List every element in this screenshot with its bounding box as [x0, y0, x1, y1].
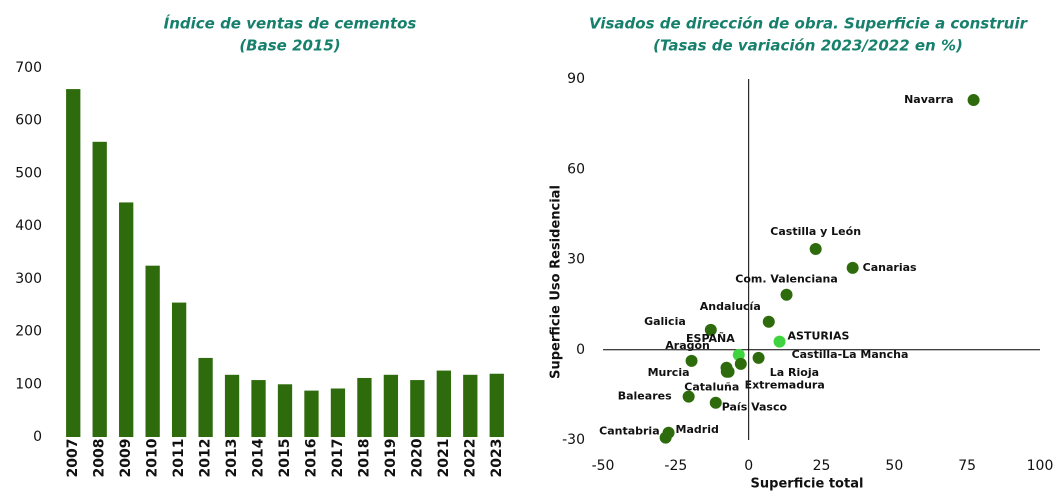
y-tick-label: 300 [15, 271, 42, 287]
point [734, 357, 747, 370]
x-tick-label: 2017 [330, 439, 346, 478]
bar [383, 374, 399, 437]
point-label: Cantabria [599, 425, 660, 438]
point [685, 354, 698, 367]
x-tick-label: 0 [744, 458, 753, 474]
y-axis-title: Superficie Uso Residencial [549, 185, 564, 379]
y-tick-label: 0 [33, 429, 42, 445]
x-tick-label: 2015 [277, 439, 293, 478]
x-tick-label: 2014 [251, 438, 267, 477]
point [780, 288, 793, 301]
y-tick-label: 500 [15, 165, 42, 181]
x-tick-label: -25 [664, 458, 687, 474]
chart-title: Índice de ventas de cementos [164, 14, 417, 33]
x-tick-label: 25 [813, 458, 831, 474]
x-tick-label: 2023 [489, 439, 505, 478]
point-label: Baleares [618, 390, 672, 403]
y-tick-label: 200 [15, 324, 42, 340]
point [720, 365, 733, 378]
x-tick-label: 2012 [198, 439, 214, 478]
point [732, 348, 745, 361]
y-tick-label: 400 [15, 218, 42, 234]
y-tick-label: 700 [15, 60, 42, 76]
y-tick-label: -30 [562, 432, 585, 448]
point-label: ASTURIAS [788, 330, 850, 343]
x-tick-label: 2009 [118, 439, 134, 478]
x-tick-label: 2013 [224, 439, 240, 478]
x-tick-label: 75 [958, 458, 976, 474]
point-label: Andalucía [700, 300, 761, 313]
point-label: Com. Valenciana [735, 273, 837, 286]
point [709, 396, 722, 409]
point-label: Extremadura [745, 379, 825, 392]
x-tick-label: 2011 [171, 439, 187, 478]
point-label: Castilla y León [770, 225, 861, 238]
x-tick-label: 2016 [303, 439, 319, 478]
x-tick-label: 2020 [409, 438, 425, 477]
y-tick-label: 100 [15, 376, 42, 392]
y-tick-label: 60 [567, 161, 585, 177]
point [682, 390, 695, 403]
point-label: Canarias [863, 261, 917, 274]
point-label: ESPAÑA [686, 332, 735, 345]
bar [66, 89, 81, 437]
x-tick-label: 100 [1027, 458, 1054, 474]
bar [330, 388, 346, 437]
x-axis-title: Superficie total [751, 477, 864, 492]
chart-subtitle: (Base 2015) [239, 37, 340, 55]
y-tick-label: 90 [567, 71, 585, 87]
x-tick-label: 2022 [462, 439, 478, 478]
point [762, 315, 775, 328]
point [967, 94, 980, 107]
point-label: La Rioja [770, 366, 819, 379]
point-label: Castilla-La Mancha [792, 348, 909, 361]
bar [251, 380, 266, 437]
bar [92, 141, 107, 438]
x-tick-label: 2019 [383, 439, 399, 478]
y-tick-label: 30 [567, 252, 585, 268]
point-label: Galicia [644, 315, 686, 328]
point [846, 261, 859, 274]
bar [436, 370, 451, 437]
bar [119, 202, 134, 437]
bar [171, 302, 187, 437]
point-label: Murcia [648, 366, 690, 379]
bar [198, 357, 213, 437]
x-tick-label: 50 [885, 458, 903, 474]
point [809, 242, 822, 255]
chart-subtitle: (Tasas de variación 2023/2022 en %) [653, 37, 963, 55]
bar [304, 390, 319, 437]
y-tick-label: 600 [15, 113, 42, 129]
bar [224, 374, 240, 437]
bar [489, 373, 504, 437]
point-label: Navarra [904, 93, 954, 106]
bar [410, 380, 425, 437]
x-tick-label: 2018 [356, 439, 372, 478]
x-tick-label: 2008 [92, 439, 108, 478]
bar [277, 384, 293, 437]
x-tick-label: 2021 [436, 439, 452, 478]
point-label: País Vasco [722, 401, 788, 414]
x-tick-label: -50 [592, 458, 615, 474]
chart-title: Visados de dirección de obra. Superficie… [589, 15, 1029, 33]
x-tick-label: 2010 [145, 438, 161, 477]
point [752, 351, 765, 364]
x-tick-label: 2007 [65, 439, 81, 478]
y-tick-label: 0 [576, 342, 585, 358]
point-label: Madrid [676, 423, 719, 436]
bar [145, 265, 160, 437]
bar [357, 377, 372, 437]
point-label: Aragón [665, 339, 710, 352]
point [659, 431, 672, 444]
point [704, 323, 717, 336]
point-label: Cataluña [684, 381, 739, 394]
bar [463, 374, 478, 437]
point [773, 335, 786, 348]
